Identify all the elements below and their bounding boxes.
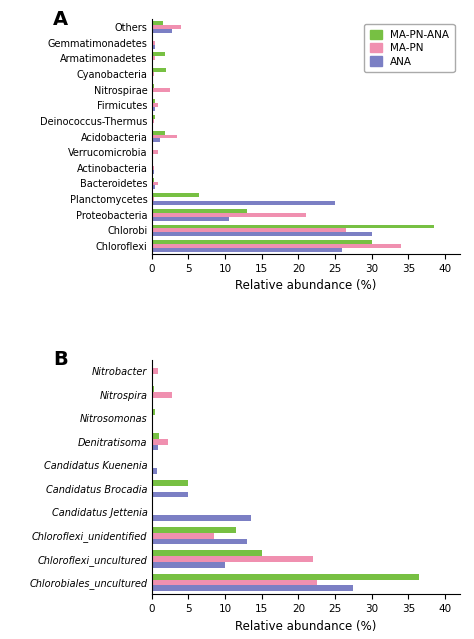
- Bar: [152, 72, 154, 76]
- Bar: [152, 88, 170, 91]
- Bar: [152, 135, 177, 139]
- Bar: [152, 433, 159, 439]
- X-axis label: Relative abundance (%): Relative abundance (%): [235, 279, 376, 292]
- Bar: [152, 491, 188, 497]
- Bar: [152, 146, 153, 150]
- Bar: [152, 224, 434, 229]
- Bar: [152, 91, 153, 95]
- Bar: [152, 41, 155, 45]
- Bar: [152, 209, 247, 213]
- Bar: [152, 527, 236, 533]
- Bar: [152, 29, 172, 33]
- Bar: [152, 392, 172, 397]
- Legend: MA-PN-ANA, MA-PN, ANA: MA-PN-ANA, MA-PN, ANA: [365, 24, 455, 72]
- Bar: [152, 486, 153, 491]
- Bar: [152, 104, 157, 107]
- Bar: [152, 162, 153, 166]
- Bar: [152, 68, 166, 72]
- Bar: [152, 166, 154, 170]
- Bar: [152, 130, 165, 135]
- Bar: [152, 421, 153, 427]
- Bar: [152, 248, 342, 252]
- Text: A: A: [53, 10, 68, 29]
- Bar: [152, 468, 157, 474]
- Bar: [152, 115, 155, 119]
- Bar: [152, 580, 317, 585]
- Bar: [152, 107, 155, 111]
- Bar: [152, 154, 153, 158]
- Bar: [152, 574, 419, 580]
- Bar: [152, 244, 401, 248]
- Bar: [152, 539, 247, 544]
- Bar: [152, 150, 157, 154]
- X-axis label: Relative abundance (%): Relative abundance (%): [235, 620, 376, 633]
- Bar: [152, 550, 262, 556]
- Bar: [152, 181, 157, 185]
- Bar: [152, 533, 214, 539]
- Bar: [152, 139, 161, 142]
- Bar: [152, 480, 188, 486]
- Bar: [152, 213, 306, 217]
- Bar: [152, 201, 335, 205]
- Bar: [152, 123, 153, 127]
- Bar: [152, 415, 153, 421]
- Bar: [152, 178, 154, 181]
- Bar: [152, 439, 168, 445]
- Bar: [152, 21, 163, 25]
- Bar: [152, 397, 153, 404]
- Bar: [152, 170, 154, 174]
- Bar: [152, 374, 153, 380]
- Bar: [152, 410, 155, 415]
- Bar: [152, 233, 372, 236]
- Bar: [152, 562, 225, 568]
- Bar: [152, 100, 155, 104]
- Bar: [152, 185, 155, 189]
- Bar: [152, 37, 153, 41]
- Bar: [152, 445, 157, 450]
- Bar: [152, 217, 228, 220]
- Bar: [152, 197, 154, 201]
- Bar: [152, 119, 154, 123]
- Bar: [152, 556, 313, 562]
- Bar: [152, 585, 354, 591]
- Text: B: B: [53, 350, 68, 369]
- Bar: [152, 84, 154, 88]
- Bar: [152, 25, 181, 29]
- Bar: [152, 45, 155, 49]
- Bar: [152, 60, 153, 64]
- Bar: [152, 504, 153, 509]
- Bar: [152, 362, 153, 368]
- Bar: [152, 229, 346, 233]
- Bar: [152, 52, 165, 56]
- Bar: [152, 240, 372, 244]
- Bar: [152, 76, 153, 80]
- Bar: [152, 368, 157, 374]
- Bar: [152, 509, 153, 515]
- Bar: [152, 193, 200, 197]
- Bar: [152, 515, 251, 521]
- Bar: [152, 56, 155, 60]
- Bar: [152, 386, 154, 392]
